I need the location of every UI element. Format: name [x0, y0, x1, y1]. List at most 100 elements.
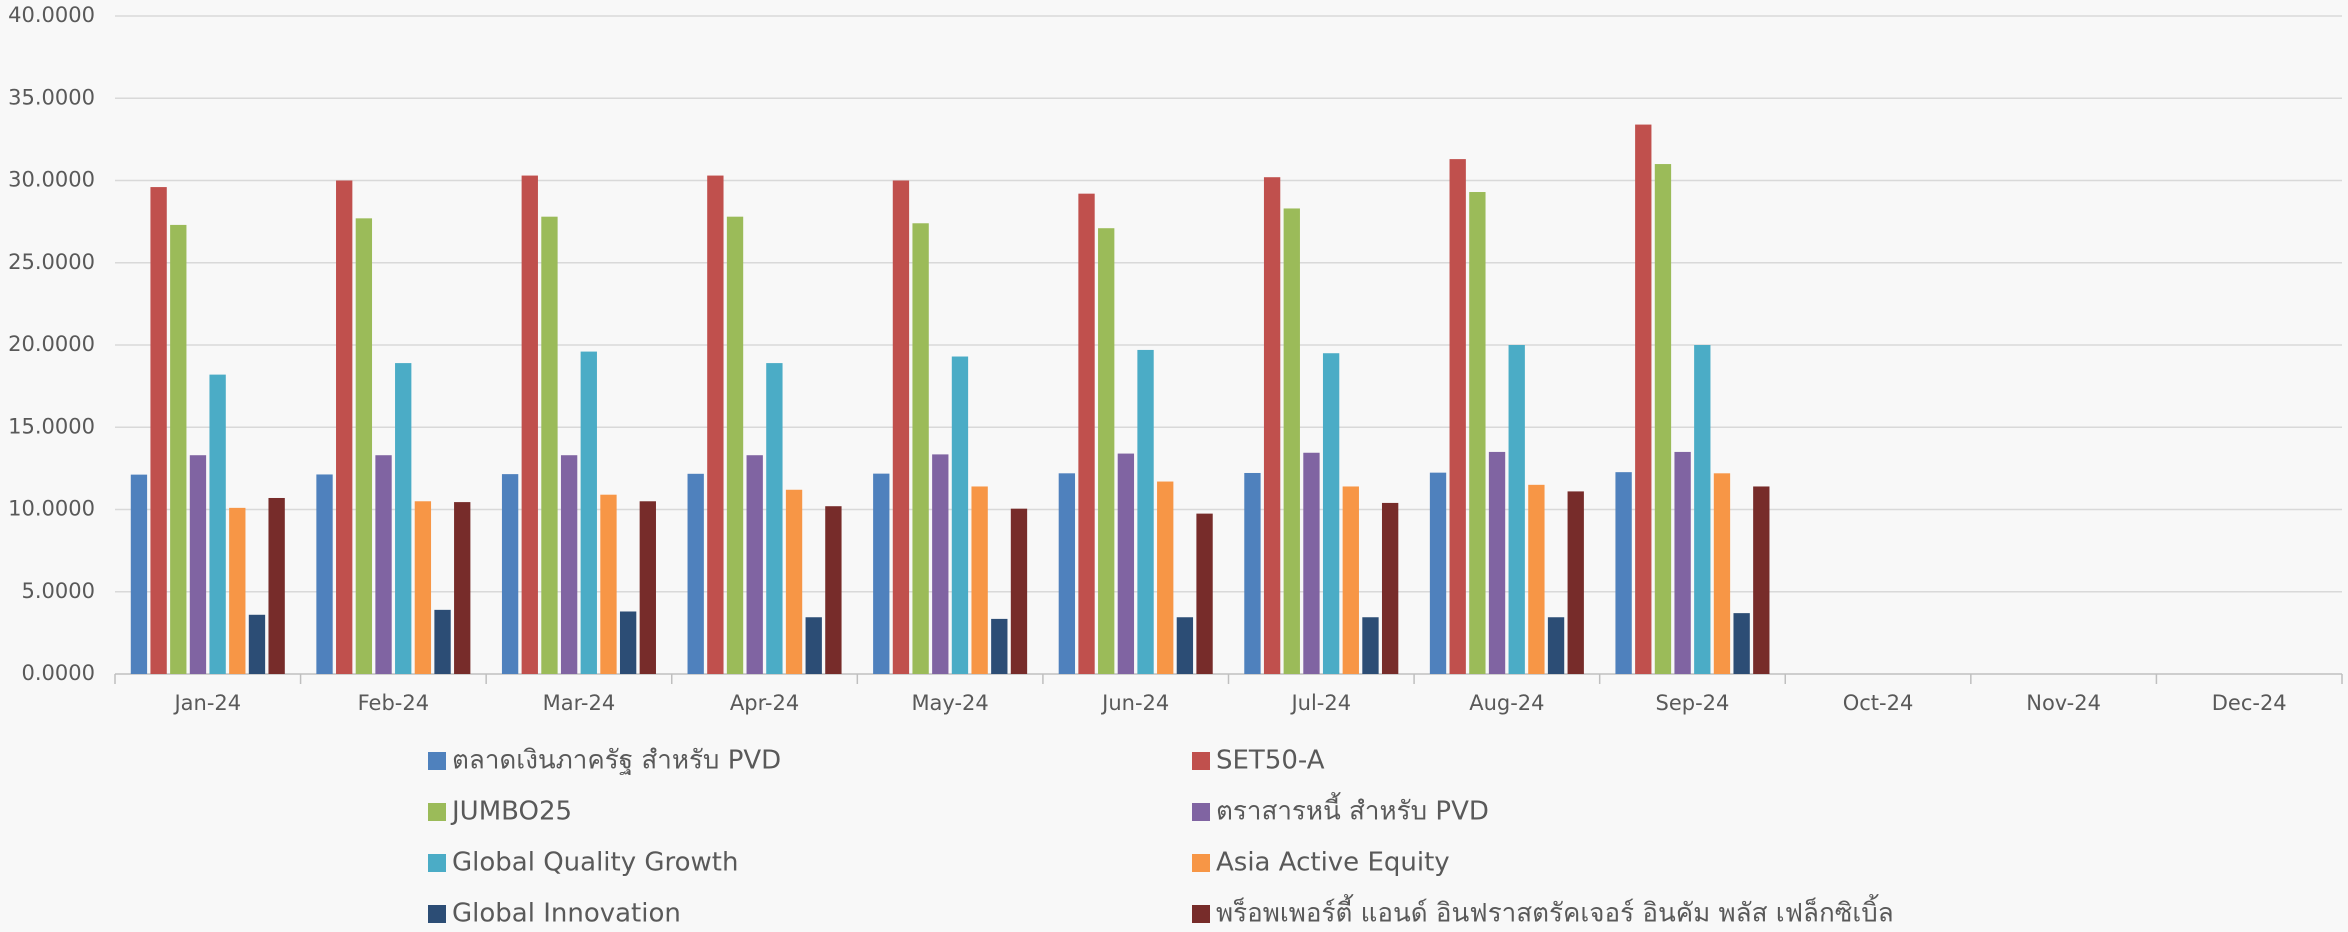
- x-tick-label: Jan-24: [172, 691, 241, 715]
- bar: [1381, 502, 1399, 674]
- bar: [1322, 353, 1340, 674]
- bar: [1713, 473, 1731, 674]
- legend-label: SET50-A: [1216, 746, 1325, 776]
- bar: [355, 218, 373, 674]
- bar: [1694, 345, 1711, 674]
- legend-swatch: [1192, 803, 1210, 821]
- bar: [1567, 491, 1584, 674]
- bar: [209, 374, 226, 674]
- x-tick-label: Sep-24: [1656, 691, 1730, 715]
- legend-swatch: [1192, 854, 1210, 872]
- legend-swatch: [1192, 752, 1210, 770]
- bar: [414, 501, 432, 674]
- bar: [1469, 192, 1486, 674]
- bar: [229, 507, 246, 674]
- legend-label: Global Quality Growth: [452, 848, 738, 878]
- bar: [1547, 617, 1565, 674]
- x-tick-label: May-24: [911, 691, 988, 715]
- bar: [1137, 349, 1154, 674]
- bar: [375, 455, 392, 674]
- y-tick-label: 30.0000: [8, 168, 95, 192]
- y-tick-label: 35.0000: [8, 85, 95, 109]
- bar: [1303, 452, 1320, 674]
- bar: [1753, 486, 1770, 674]
- bar: [971, 486, 988, 674]
- y-tick-label: 5.0000: [22, 579, 95, 603]
- bar: [1528, 484, 1545, 674]
- bar: [580, 351, 597, 674]
- bar: [746, 455, 763, 674]
- bar: [785, 489, 803, 674]
- bar: [336, 180, 353, 674]
- x-tick-label: Apr-24: [730, 691, 799, 715]
- legend-label: Asia Active Equity: [1216, 848, 1450, 878]
- legend-label: ตลาดเงินภาครัฐ สำหรับ PVD: [452, 746, 781, 776]
- bar: [1508, 345, 1525, 674]
- bar: [1654, 164, 1672, 675]
- x-tick-label: Dec-24: [2212, 691, 2287, 715]
- bar: [1342, 486, 1359, 674]
- bar: [541, 216, 558, 674]
- bar: [1010, 508, 1028, 674]
- bar: [991, 618, 1008, 674]
- bar: [395, 363, 412, 674]
- bar: [1488, 451, 1506, 674]
- x-tick-label: Nov-24: [2026, 691, 2101, 715]
- bar: [189, 455, 207, 674]
- bar: [873, 473, 890, 674]
- legend-label: Global Innovation: [452, 899, 681, 929]
- x-tick-label: Feb-24: [358, 691, 429, 715]
- y-tick-label: 10.0000: [8, 497, 95, 521]
- x-tick-label: Oct-24: [1843, 691, 1914, 715]
- bar: [1674, 451, 1691, 674]
- y-tick-label: 40.0000: [8, 3, 95, 27]
- bar: [825, 506, 842, 674]
- legend-label: พร็อพเพอร์ตี้ แอนด์ อินฟราสตรัคเจอร์ อิน…: [1216, 894, 1894, 929]
- bar: [130, 474, 148, 674]
- legend-label: ตราสารหนี้ สำหรับ PVD: [1216, 792, 1489, 827]
- bar: [1615, 472, 1632, 674]
- bar: [1244, 472, 1261, 674]
- bar: [892, 180, 910, 674]
- bar: [1117, 453, 1135, 674]
- x-tick-label: Mar-24: [543, 691, 616, 715]
- y-tick-label: 20.0000: [8, 332, 95, 356]
- bar: [560, 455, 578, 674]
- legend-label: JUMBO25: [450, 797, 572, 827]
- legend-swatch: [428, 905, 446, 923]
- bar: [1058, 473, 1076, 674]
- bar: [912, 223, 929, 674]
- x-tick-label: Jul-24: [1289, 691, 1351, 715]
- bar: [434, 609, 451, 674]
- legend-swatch: [428, 854, 446, 872]
- bar: [1429, 472, 1447, 674]
- bar: [1263, 177, 1281, 674]
- bar: [639, 501, 656, 674]
- bar: [1283, 208, 1300, 674]
- bar: [805, 617, 822, 674]
- bar: [1157, 481, 1174, 674]
- bar: [619, 611, 637, 674]
- bar: [1176, 617, 1194, 674]
- bar: [951, 356, 969, 674]
- legend-swatch: [428, 752, 446, 770]
- bar: [454, 502, 471, 674]
- x-tick-label: Jun-24: [1100, 691, 1169, 715]
- y-tick-label: 25.0000: [8, 250, 95, 274]
- bar: [268, 497, 285, 674]
- bar: [1078, 193, 1095, 674]
- bar: [600, 494, 617, 674]
- bar: [501, 474, 519, 674]
- bar: [521, 175, 538, 674]
- bar: [726, 216, 744, 674]
- bar: [1196, 513, 1213, 674]
- bar: [707, 175, 724, 674]
- bar: [932, 454, 949, 674]
- legend-swatch: [428, 803, 446, 821]
- bar: [1449, 159, 1466, 675]
- y-tick-label: 15.0000: [8, 414, 95, 438]
- legend-swatch: [1192, 905, 1210, 923]
- bar: [316, 474, 333, 674]
